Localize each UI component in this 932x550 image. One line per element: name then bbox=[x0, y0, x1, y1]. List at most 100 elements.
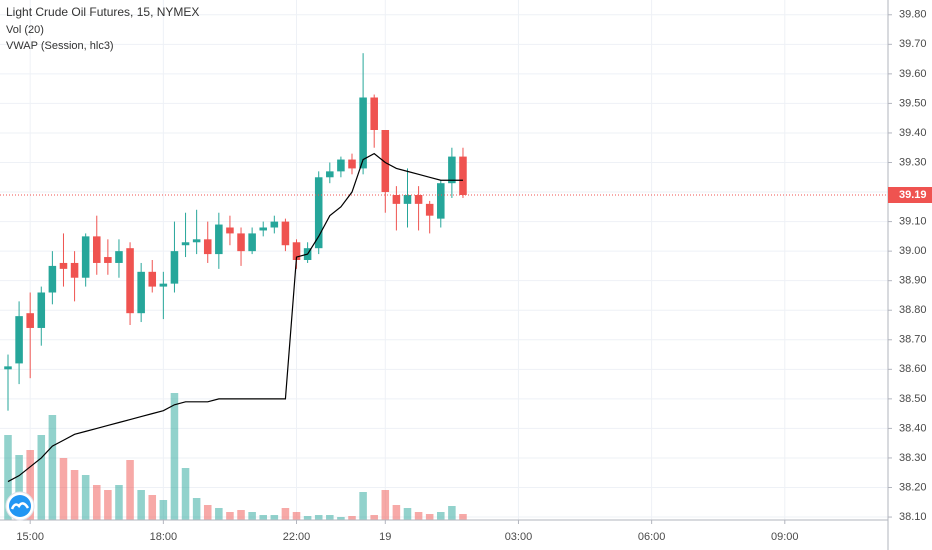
candle-body bbox=[15, 316, 23, 364]
y-tick-label: 39.80 bbox=[899, 9, 927, 21]
y-tick-label: 38.90 bbox=[899, 275, 927, 287]
volume-bar bbox=[81, 475, 90, 520]
volume-bar bbox=[4, 435, 12, 520]
candle-body bbox=[126, 248, 134, 314]
candle-body bbox=[137, 271, 145, 314]
candle-body bbox=[81, 236, 90, 278]
volume-bar bbox=[370, 515, 378, 520]
candle-body bbox=[48, 265, 57, 293]
volume-bar bbox=[459, 514, 467, 520]
volume-bar bbox=[381, 490, 390, 520]
candle-body bbox=[326, 171, 334, 178]
volume-bar bbox=[326, 515, 334, 520]
y-tick-label: 39.50 bbox=[899, 97, 927, 109]
volume-bar bbox=[414, 512, 423, 520]
volume-bar bbox=[26, 450, 34, 520]
volume-bar bbox=[170, 393, 179, 520]
volume-bar bbox=[203, 505, 212, 520]
indicator-label: VWAP (Session, hlc3) bbox=[6, 40, 114, 52]
volume-bar bbox=[292, 512, 301, 520]
y-tick-label: 38.40 bbox=[899, 422, 927, 434]
candle-body bbox=[203, 239, 212, 255]
candle-body bbox=[414, 195, 423, 204]
volume-bar bbox=[270, 515, 279, 520]
y-tick-label: 38.10 bbox=[899, 511, 927, 523]
volume-bar bbox=[259, 515, 267, 520]
grid bbox=[0, 0, 888, 520]
volume-bar bbox=[37, 435, 46, 520]
y-tick-label: 38.50 bbox=[899, 393, 927, 405]
candle-body bbox=[37, 292, 46, 328]
volume-bar bbox=[237, 510, 245, 520]
candle-body bbox=[259, 227, 267, 231]
y-tick-label: 38.60 bbox=[899, 363, 927, 375]
candle-body bbox=[4, 366, 12, 370]
candle-body bbox=[159, 283, 168, 287]
volume-bar bbox=[314, 515, 323, 520]
y-tick-label: 38.30 bbox=[899, 452, 927, 464]
candle-layer bbox=[4, 53, 467, 483]
y-tick-label: 38.20 bbox=[899, 481, 927, 493]
volume-bar bbox=[437, 512, 445, 520]
candle-body bbox=[292, 242, 301, 260]
candle-body bbox=[104, 257, 112, 263]
volume-bar bbox=[92, 485, 101, 520]
candle-body bbox=[181, 242, 190, 246]
candle-body bbox=[437, 183, 445, 219]
candle-body bbox=[337, 159, 345, 172]
candle-body bbox=[148, 271, 157, 287]
y-tick-label: 39.40 bbox=[899, 127, 927, 139]
volume-bar bbox=[48, 415, 57, 520]
volume-bar bbox=[104, 490, 112, 520]
y-tick-label: 39.70 bbox=[899, 38, 927, 50]
candle-body bbox=[281, 221, 290, 246]
x-tick-label: 09:00 bbox=[771, 531, 799, 543]
volume-bar bbox=[303, 516, 312, 520]
candle-body bbox=[26, 313, 34, 328]
volume-bar bbox=[448, 506, 456, 520]
candle-body bbox=[115, 251, 123, 263]
volume-bar bbox=[192, 498, 201, 520]
y-tick-label: 39.10 bbox=[899, 215, 927, 227]
x-tick-label: 06:00 bbox=[638, 531, 666, 543]
candle-body bbox=[70, 262, 79, 278]
volume-bar bbox=[137, 490, 145, 520]
candle-body bbox=[92, 236, 101, 263]
logo bbox=[5, 491, 35, 521]
chart-title: Light Crude Oil Futures, 15, NYMEX bbox=[6, 5, 199, 19]
volume-bar bbox=[159, 500, 168, 520]
candle-body bbox=[403, 195, 412, 204]
volume-bar bbox=[337, 517, 345, 520]
volume-bar bbox=[392, 505, 401, 520]
candle-body bbox=[248, 233, 256, 252]
last-price-box bbox=[888, 187, 932, 203]
x-tick-label: 15:00 bbox=[16, 531, 44, 543]
candle-body bbox=[170, 251, 179, 284]
volume-bar bbox=[226, 512, 234, 520]
volume-bar bbox=[59, 458, 68, 520]
y-tick-label: 38.80 bbox=[899, 304, 927, 316]
candle-body bbox=[448, 156, 456, 184]
vwap-line bbox=[7, 152, 463, 483]
candle-body bbox=[392, 195, 401, 204]
volume-bar bbox=[348, 516, 356, 520]
candle-body bbox=[370, 97, 378, 130]
candle-body bbox=[381, 130, 390, 193]
volume-bar bbox=[15, 455, 23, 520]
candle-body bbox=[348, 159, 356, 169]
candle-body bbox=[270, 221, 279, 228]
volume-bar bbox=[215, 508, 223, 520]
candle-body bbox=[359, 97, 367, 169]
y-tick-label: 39.00 bbox=[899, 245, 927, 257]
x-tick-label: 19 bbox=[379, 531, 391, 543]
volume-bar bbox=[281, 508, 290, 520]
candle-body bbox=[192, 239, 201, 243]
y-tick-label: 39.30 bbox=[899, 156, 927, 168]
candle-body bbox=[314, 177, 323, 249]
last-price-label: 39.19 bbox=[899, 189, 927, 201]
candle-body bbox=[226, 227, 234, 234]
candle-body bbox=[237, 233, 245, 252]
y-tick-label: 39.60 bbox=[899, 68, 927, 80]
volume-bar bbox=[115, 485, 123, 520]
